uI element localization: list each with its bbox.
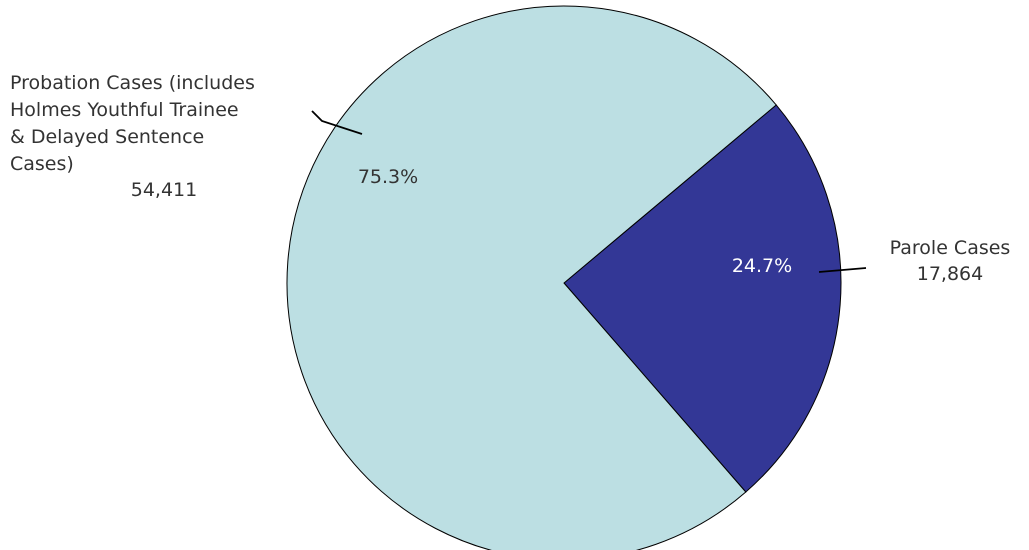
leader-line-probation <box>311 110 363 135</box>
pie-slice-probation <box>286 5 777 550</box>
slice-label-probation-line-2: Holmes Youthful Trainee <box>10 99 239 121</box>
slice-value-parole: 17,864 <box>917 263 983 285</box>
pie-slices <box>286 5 842 550</box>
leader-lines <box>311 110 867 273</box>
leader-line-parole <box>818 267 867 273</box>
pie-slice-parole <box>563 104 842 493</box>
slice-value-probation: 54,411 <box>131 179 197 201</box>
slice-label-probation-line-3: & Delayed Sentence <box>10 126 204 148</box>
slice-label-probation-line-4: Cases) <box>10 153 74 175</box>
slice-percent-probation: 75.3% <box>358 166 418 188</box>
slice-percent-parole: 24.7% <box>732 255 792 277</box>
slice-label-parole: Parole Cases <box>890 237 1011 259</box>
slice-label-probation-line-1: Probation Cases (includes <box>10 72 255 94</box>
